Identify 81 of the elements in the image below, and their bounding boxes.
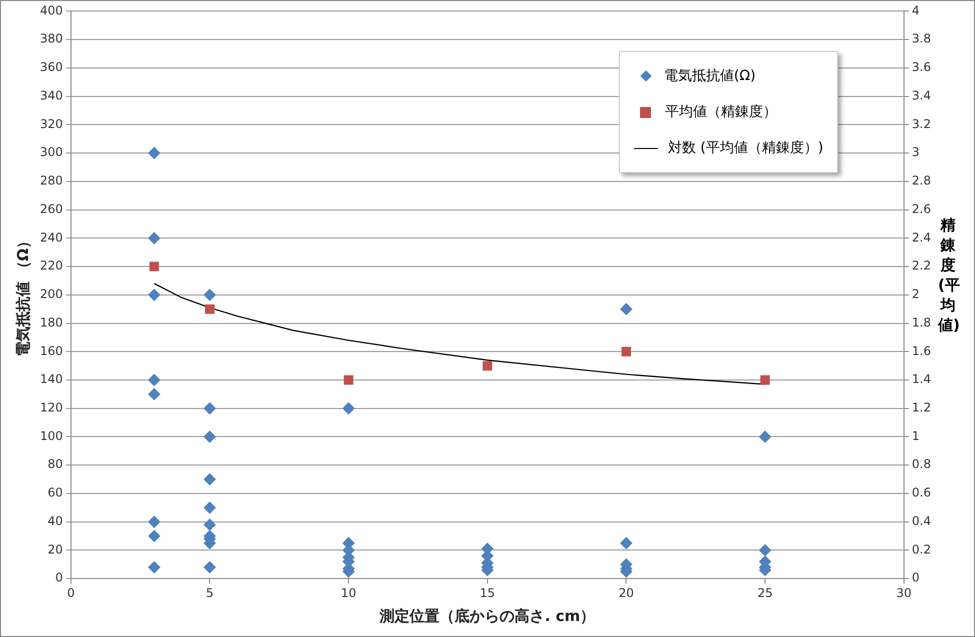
point [148, 561, 160, 574]
point [760, 375, 770, 385]
point [148, 147, 160, 160]
point [204, 430, 216, 443]
point [759, 430, 772, 443]
x-tick-label: 0 [67, 586, 75, 600]
point [148, 388, 160, 400]
y2-tick-label: 0.4 [912, 514, 932, 528]
point [204, 304, 214, 314]
x-tick-label: 10 [340, 586, 356, 600]
point [148, 232, 160, 244]
y2-tick-label: 3.8 [912, 32, 932, 46]
y2-tick-label: 1.2 [912, 400, 932, 415]
x-tick-label: 20 [618, 586, 634, 600]
y2-tick-label: 3.2 [912, 116, 932, 131]
y2-tick-label: 1.6 [912, 344, 932, 358]
y2-tick-label: 2.4 [912, 230, 932, 244]
point [482, 361, 492, 371]
y-tick-label: 40 [48, 514, 63, 528]
y2-tick-label: 2 [912, 287, 920, 302]
y-tick-label: 60 [48, 486, 63, 500]
point [620, 303, 632, 316]
point [148, 288, 160, 301]
point [204, 288, 216, 301]
y2-tick-label: 2.8 [912, 174, 932, 188]
y2-tick-label: 3.4 [912, 88, 932, 102]
y-tick-label: 300 [40, 145, 63, 160]
point [148, 516, 160, 528]
y2-tick-label: 1 [912, 428, 920, 443]
x-axis-title: 測定位置（底からの高さ. cm） [378, 606, 596, 625]
point [622, 346, 631, 356]
y-tick-label: 340 [40, 88, 63, 102]
y-tick-label: 20 [48, 542, 63, 556]
y2-tick-label: 1.4 [912, 372, 932, 386]
point [620, 537, 632, 550]
point [148, 530, 160, 542]
y2-tick-label: 1.8 [912, 315, 932, 330]
y-tick-label: 220 [40, 258, 63, 273]
y-tick-label: 180 [40, 315, 63, 330]
point [204, 561, 216, 574]
legend-label: 対数 (平均値（精錬度）) [668, 139, 824, 158]
y-tick-label: 320 [40, 116, 63, 131]
point [204, 402, 216, 414]
y-tick-label: 160 [40, 344, 63, 358]
y2-tick-label: 4 [912, 3, 920, 18]
y2-tick-label: 0.2 [912, 542, 932, 556]
y-axis-title: 電気抵抗値 （Ω） [14, 233, 32, 356]
y2-tick-label: 0 [912, 570, 920, 585]
x-tick-label: 5 [206, 586, 214, 600]
y2-tick-label: 0.6 [912, 486, 932, 500]
point [759, 544, 772, 556]
y-tick-label: 0 [55, 570, 63, 585]
y-tick-label: 80 [48, 457, 63, 472]
y-tick-label: 360 [40, 60, 63, 74]
y-tick-label: 240 [40, 230, 63, 244]
point [204, 473, 216, 486]
point [344, 375, 354, 385]
y2-tick-label: 3 [912, 145, 920, 160]
y2-tick-label: 3.6 [912, 60, 932, 74]
y-tick-label: 280 [40, 174, 63, 188]
x-tick-label: 30 [896, 586, 912, 600]
y-tick-label: 260 [40, 202, 63, 216]
point [342, 402, 355, 414]
x-tick-label: 25 [757, 586, 773, 600]
y-tick-label: 400 [40, 3, 63, 18]
point [204, 502, 216, 514]
point [148, 374, 160, 386]
point [204, 518, 216, 531]
x-tick-label: 15 [480, 586, 496, 600]
legend-label: 平均値（精錬度） [664, 103, 777, 122]
y2-tick-label: 0.8 [912, 457, 932, 472]
point [149, 262, 159, 272]
y-tick-label: 140 [40, 372, 63, 386]
y2-tick-label: 2.2 [912, 258, 932, 273]
y2-tick-label: 2.6 [912, 202, 932, 216]
y-tick-label: 120 [40, 400, 63, 415]
y-tick-label: 380 [40, 32, 63, 46]
legend-label: 電気抵抗値(Ω) [664, 67, 756, 86]
y-tick-label: 200 [40, 287, 63, 302]
y2-axis-title: 精錬度(平均値) [938, 214, 960, 335]
y-tick-label: 100 [40, 428, 63, 443]
